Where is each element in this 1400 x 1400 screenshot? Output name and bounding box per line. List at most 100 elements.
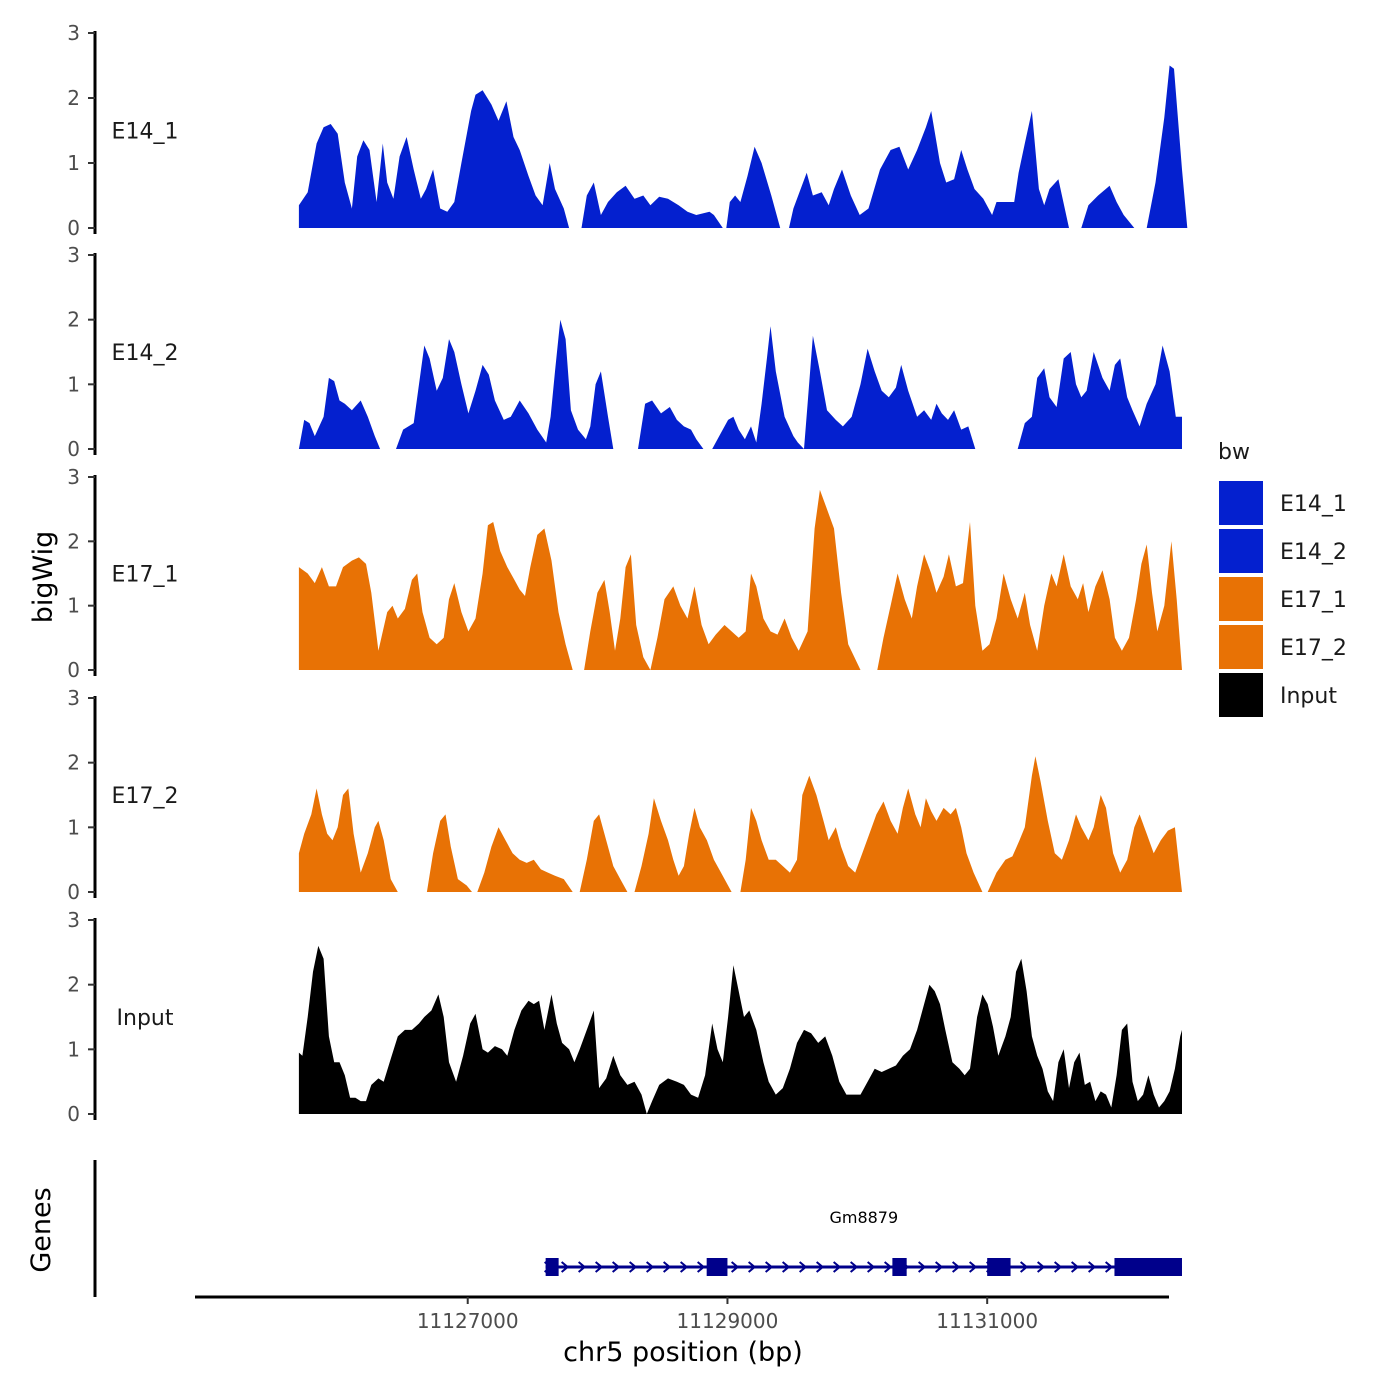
y-tick-label: 0	[67, 437, 80, 461]
strand-arrow	[934, 1261, 944, 1273]
strand-arrow	[611, 1261, 621, 1273]
legend-item-e17-2: E17_2	[1219, 625, 1347, 669]
y-tick-label: 3	[67, 21, 80, 45]
y-tick-label: 1	[67, 1037, 80, 1061]
legend-label: Input	[1280, 684, 1337, 709]
y-tick-label: 1	[67, 815, 80, 839]
signal-area-e17-1	[584, 489, 861, 670]
exon-block	[987, 1258, 1011, 1276]
strand-arrow	[594, 1261, 604, 1273]
track-panel-input: 0 1 2 3 Input	[67, 908, 1182, 1126]
signal-area-e17-2	[477, 827, 573, 892]
strand-arrow	[679, 1261, 689, 1273]
strand-arrow	[1087, 1261, 1097, 1273]
signal-area-e17-2	[634, 798, 732, 892]
track-label: E14_2	[112, 341, 179, 366]
signal-area-e17-2	[987, 756, 1182, 892]
strand-arrow	[1070, 1261, 1080, 1273]
legend-swatch	[1219, 625, 1263, 669]
legend-label: E14_1	[1280, 492, 1347, 517]
y-tick-label: 3	[67, 465, 80, 489]
legend-item-e17-1: E17_1	[1219, 577, 1347, 621]
legend-swatch	[1219, 529, 1263, 573]
exon-block	[892, 1258, 907, 1276]
signal-area-e14-1	[789, 111, 1069, 228]
y-tick-label: 0	[67, 658, 80, 682]
legend-swatch	[1219, 577, 1263, 621]
signal-area-input	[298, 945, 1182, 1114]
signal-area-e14-2	[638, 400, 704, 449]
y-tick-label: 0	[67, 880, 80, 904]
genes-track-title: Genes	[26, 1187, 57, 1272]
strand-arrow	[662, 1261, 672, 1273]
strand-arrow	[883, 1261, 893, 1273]
track-panel-e14-1: 0 1 2 3 E14_1	[67, 21, 1188, 240]
y-tick-label: 1	[67, 372, 80, 396]
genes-track: Gm8879	[93, 1160, 1182, 1297]
strand-arrow	[730, 1261, 740, 1273]
track-panel-e17-1: 0 1 2 3 E17_1	[67, 465, 1182, 682]
signal-area-e14-2	[298, 377, 381, 449]
legend-swatch	[1219, 481, 1263, 525]
strand-arrow	[747, 1261, 757, 1273]
y-tick-label: 0	[67, 216, 80, 240]
y-tick-label: 2	[67, 86, 80, 110]
legend-label: E14_2	[1280, 540, 1347, 565]
track-label: E14_1	[112, 120, 179, 145]
exon-block	[1114, 1258, 1182, 1276]
legend-title: bw	[1218, 440, 1250, 465]
track-panel-e14-2: 0 1 2 3 E14_2	[67, 243, 1182, 461]
exon-block	[706, 1258, 728, 1276]
gene-name-label: Gm8879	[829, 1208, 898, 1227]
y-tick-label: 3	[67, 908, 80, 932]
strand-arrow	[815, 1261, 825, 1273]
signal-area-e14-1	[581, 182, 723, 228]
signal-area-e14-1	[298, 90, 570, 228]
x-tick-label: 11127000	[417, 1309, 519, 1333]
strand-arrow	[917, 1261, 927, 1273]
strand-arrow	[951, 1261, 961, 1273]
track-panel-e17-2: 0 1 2 3 E17_2	[67, 686, 1182, 904]
strand-arrow	[849, 1261, 859, 1273]
legend-item-e14-2: E14_2	[1219, 529, 1347, 573]
x-axis: 11127000 11129000 11131000	[195, 1295, 1169, 1333]
strand-arrow	[560, 1261, 570, 1273]
strand-arrow	[1104, 1261, 1114, 1273]
strand-arrow	[1019, 1261, 1029, 1273]
legend-label: E17_1	[1280, 588, 1347, 613]
signal-area-e17-1	[877, 522, 1182, 670]
y-tick-label: 1	[67, 151, 80, 175]
strand-arrow	[832, 1261, 842, 1273]
legend-item-input: Input	[1219, 673, 1337, 717]
strand-arrow	[866, 1261, 876, 1273]
track-label: Input	[117, 1006, 174, 1031]
y-tick-label: 0	[67, 1102, 80, 1126]
strand-arrow	[577, 1261, 587, 1273]
y-tick-label: 2	[67, 529, 80, 553]
legend: bw E14_1 E14_2 E17_1 E17_2 Input	[1218, 440, 1347, 717]
y-tick-label: 2	[67, 308, 80, 332]
signal-area-e17-1	[298, 522, 573, 670]
signal-area-e14-1	[1146, 65, 1188, 228]
signal-area-e14-2	[1017, 345, 1182, 449]
legend-item-e14-1: E14_1	[1219, 481, 1347, 525]
strand-arrow	[968, 1261, 978, 1273]
x-axis-title: chr5 position (bp)	[563, 1337, 803, 1368]
legend-swatch	[1219, 673, 1263, 717]
strand-arrow	[696, 1261, 706, 1273]
y-tick-label: 2	[67, 973, 80, 997]
strand-arrow	[1053, 1261, 1063, 1273]
signal-area-e14-2	[396, 319, 614, 449]
track-label: E17_1	[112, 563, 179, 588]
strand-arrow	[781, 1261, 791, 1273]
strand-arrow	[645, 1261, 655, 1273]
signal-area-e14-1	[726, 146, 781, 228]
signal-area-e17-2	[426, 814, 472, 892]
signal-tracks: 0 1 2 3 E14_1 0 1 2 3 E14_2 0 1 2 3 E17_1 0 1 2 3 E17_2 0 1 2 3…	[67, 21, 1188, 1126]
signal-area-e14-1	[1081, 185, 1135, 228]
legend-label: E17_2	[1280, 636, 1347, 661]
y-tick-label: 3	[67, 686, 80, 710]
y-tick-label: 3	[67, 243, 80, 267]
strand-arrow	[628, 1261, 638, 1273]
